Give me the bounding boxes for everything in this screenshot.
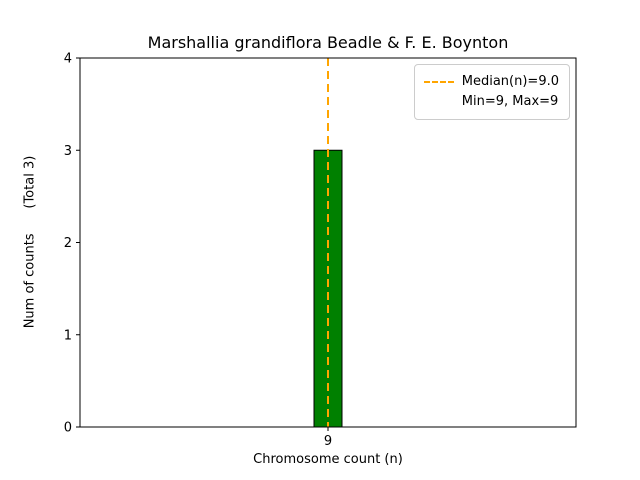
legend-entry-minmax: Min=9, Max=9: [424, 92, 559, 112]
legend-label-median: Median(n)=9.0: [461, 74, 559, 89]
median-dashed-line-swatch: [423, 81, 454, 83]
y-tick-label: 0: [64, 421, 72, 436]
y-tick-label: 1: [64, 328, 72, 343]
legend-spacer-swatch: [424, 101, 454, 103]
bar: [313, 149, 343, 428]
y-tick-label: 2: [64, 236, 72, 251]
y-tick-label: 3: [64, 144, 72, 159]
chart-title: Marshallia grandiflora Beadle & F. E. Bo…: [147, 33, 509, 52]
legend-entry-median: Median(n)=9.0: [423, 72, 559, 92]
legend-label-minmax: Min=9, Max=9: [461, 94, 559, 109]
x-tick-label: 9: [324, 434, 332, 449]
legend: Median(n)=9.0 Min=9, Max=9: [413, 64, 570, 120]
x-axis-label: Chromosome count (n): [253, 452, 403, 467]
y-tick-label: 4: [64, 52, 72, 67]
